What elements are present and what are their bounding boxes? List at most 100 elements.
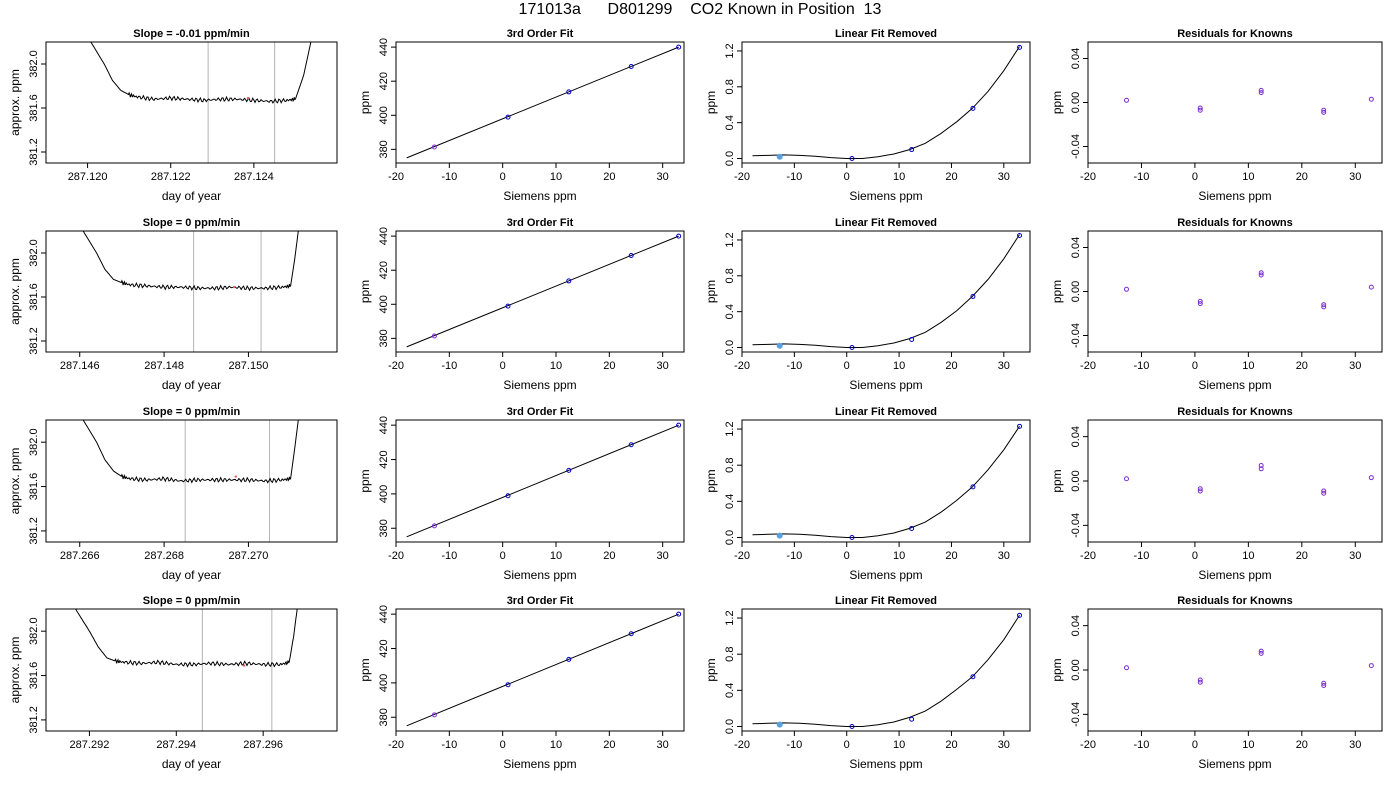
- figure-title: 171013a D801299 CO2 Known in Position 13: [518, 1, 882, 18]
- panel-title: 3rd Order Fit: [507, 217, 574, 229]
- panel-title: 3rd Order Fit: [507, 595, 574, 607]
- x-tick-label: -10: [786, 550, 802, 562]
- fit-point: [628, 442, 634, 448]
- panel-title: Residuals for Knowns: [1177, 595, 1293, 607]
- detrended-curve: [752, 615, 1020, 727]
- plot-area: [1123, 462, 1374, 496]
- panel-title: Linear Fit Removed: [835, 28, 937, 40]
- x-tick-label: 0: [1192, 171, 1198, 183]
- residual-point: [1197, 107, 1203, 113]
- plot-frame: [45, 419, 338, 543]
- panel-title: Residuals for Knowns: [1177, 217, 1293, 229]
- y-tick-label: 381.2: [28, 706, 40, 734]
- residual-point: [1197, 105, 1203, 111]
- y-tick-label: 0.8: [724, 268, 736, 283]
- x-tick-label: 287.294: [156, 739, 196, 751]
- x-axis-label: day of year: [162, 378, 221, 392]
- residual-point: [1258, 462, 1264, 468]
- plot-frame: [1087, 419, 1383, 543]
- y-axis-label: approx. ppm: [8, 258, 22, 325]
- x-tick-label: 10: [1242, 171, 1254, 183]
- x-tick-label: 287.122: [151, 171, 191, 183]
- x-axis-label: Siemens ppm: [849, 757, 922, 771]
- residual-point: [1321, 109, 1327, 115]
- plot-frame: [741, 608, 1031, 732]
- detrended-point: [776, 342, 783, 349]
- x-axis-label: day of year: [162, 757, 221, 771]
- panel-trace-row-4: Slope = 0 ppm/min 287.292 287.294 287.296 38…: [8, 595, 338, 771]
- x-tick-label: 20: [945, 360, 957, 372]
- y-axis-label: ppm: [1050, 91, 1064, 114]
- x-tick-label: 10: [1242, 360, 1254, 372]
- fit-point: [431, 333, 437, 339]
- x-tick-label: -20: [734, 360, 750, 372]
- plot-frame: [395, 41, 685, 164]
- x-tick-label: 0: [500, 360, 506, 372]
- detrended-point: [909, 716, 915, 722]
- plot-frame: [45, 230, 338, 353]
- plot-area: [1123, 270, 1374, 310]
- detrended-point: [776, 532, 783, 539]
- fit-point: [628, 631, 634, 637]
- panel-title: Linear Fit Removed: [835, 406, 937, 418]
- y-axis-label: ppm: [1050, 658, 1064, 681]
- x-tick-label: -10: [786, 171, 802, 183]
- residual-point: [1321, 680, 1327, 686]
- plot-area: [1123, 87, 1374, 115]
- panel-detrended-row-3: Linear Fit Removed -20 -10 0 10 20 30 0.0 0.4 0.8…: [704, 406, 1031, 582]
- plot-area: [82, 231, 299, 352]
- fit-point: [676, 233, 682, 239]
- y-tick-label: 382.0: [28, 617, 40, 645]
- plot-frame: [395, 419, 685, 543]
- y-tick-label: 420: [378, 72, 390, 90]
- panel-title: 3rd Order Fit: [507, 406, 574, 418]
- residual-point: [1258, 87, 1264, 93]
- plot-area: [406, 233, 682, 348]
- panel-residuals-row-3: Residuals for Knowns -20 -10 0 10 20 30 -0.04 0.…: [1050, 406, 1383, 582]
- residual-point: [1321, 302, 1327, 308]
- x-axis-label: Siemens ppm: [503, 189, 576, 203]
- x-tick-label: -10: [441, 171, 457, 183]
- y-axis-label: ppm: [704, 469, 718, 492]
- residual-point: [1368, 663, 1374, 669]
- x-tick-label: -20: [734, 739, 750, 751]
- panel-title: Slope = 0 ppm/min: [143, 595, 241, 607]
- y-tick-label: 382.0: [28, 50, 40, 78]
- x-axis-label: Siemens ppm: [1198, 189, 1271, 203]
- y-tick-label: 0.00: [1070, 281, 1082, 302]
- panel-residuals-row-4: Residuals for Knowns -20 -10 0 10 20 30 -0.04 0.…: [1050, 595, 1383, 771]
- panel-fit-row-1: 3rd Order Fit -20 -10 0 10 20 30 380 400 420 440 Si…: [358, 28, 685, 203]
- panel-fit-row-3: 3rd Order Fit -20 -10 0 10 20 30 380 400 420 440 Si…: [358, 406, 685, 582]
- y-axis-label: ppm: [358, 469, 372, 492]
- x-tick-label: 30: [998, 360, 1010, 372]
- x-tick-label: -20: [1080, 550, 1096, 562]
- x-tick-label: 30: [657, 550, 669, 562]
- x-tick-label: 30: [1349, 739, 1361, 751]
- y-axis-label: ppm: [358, 280, 372, 303]
- residual-point: [1123, 476, 1129, 482]
- y-tick-label: 420: [378, 639, 390, 657]
- y-tick-label: -0.04: [1070, 134, 1082, 159]
- plot-area: [406, 422, 682, 538]
- plot-area: [752, 44, 1023, 162]
- detrended-point: [1017, 44, 1023, 50]
- fit-point: [431, 523, 437, 529]
- x-tick-label: -20: [1080, 360, 1096, 372]
- x-tick-label: -20: [1080, 171, 1096, 183]
- x-tick-label: 20: [603, 550, 615, 562]
- fit-point: [566, 278, 572, 284]
- x-tick-label: 30: [657, 739, 669, 751]
- y-tick-label: 400: [378, 106, 390, 124]
- detrended-point: [849, 723, 855, 729]
- x-tick-label: -10: [1134, 360, 1150, 372]
- y-tick-label: 0.00: [1070, 659, 1082, 680]
- plot-frame: [741, 419, 1031, 543]
- y-tick-label: 400: [378, 485, 390, 503]
- fit-point: [505, 493, 511, 499]
- fit-point: [628, 253, 634, 259]
- y-tick-label: -0.04: [1070, 513, 1082, 538]
- fit-line: [406, 46, 679, 159]
- y-tick-label: 1.2: [724, 43, 736, 58]
- trace-line: [90, 42, 312, 104]
- x-tick-label: 10: [550, 171, 562, 183]
